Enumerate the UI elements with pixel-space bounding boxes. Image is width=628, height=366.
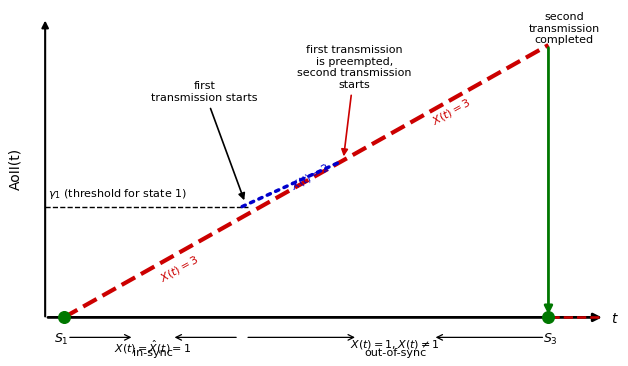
Text: t: t [612,312,617,326]
Text: in-sync: in-sync [133,348,173,358]
Text: $X(t)=3$: $X(t)=3$ [430,96,474,128]
Text: $X(t)=3$: $X(t)=3$ [158,252,202,284]
Text: $X(t)=1, X(t)\neq 1$: $X(t)=1, X(t)\neq 1$ [350,339,440,351]
Text: $X(t)=\hat{X}(t)=1$: $X(t)=\hat{X}(t)=1$ [114,339,192,356]
Text: second
transmission
completed: second transmission completed [529,12,600,45]
Point [59,314,69,320]
Text: first transmission
is preempted,
second transmission
starts: first transmission is preempted, second … [298,45,412,154]
Text: $\gamma_1$ (threshold for state 1): $\gamma_1$ (threshold for state 1) [48,187,187,201]
Text: out-of-sync: out-of-sync [364,348,426,358]
Text: $X(t)=2$: $X(t)=2$ [289,160,333,193]
Text: $S_3$: $S_3$ [543,332,558,347]
Point [543,314,553,320]
Text: first
transmission starts: first transmission starts [151,82,258,199]
Text: $S_1$: $S_1$ [54,332,68,347]
Text: AoII(t): AoII(t) [8,147,22,190]
